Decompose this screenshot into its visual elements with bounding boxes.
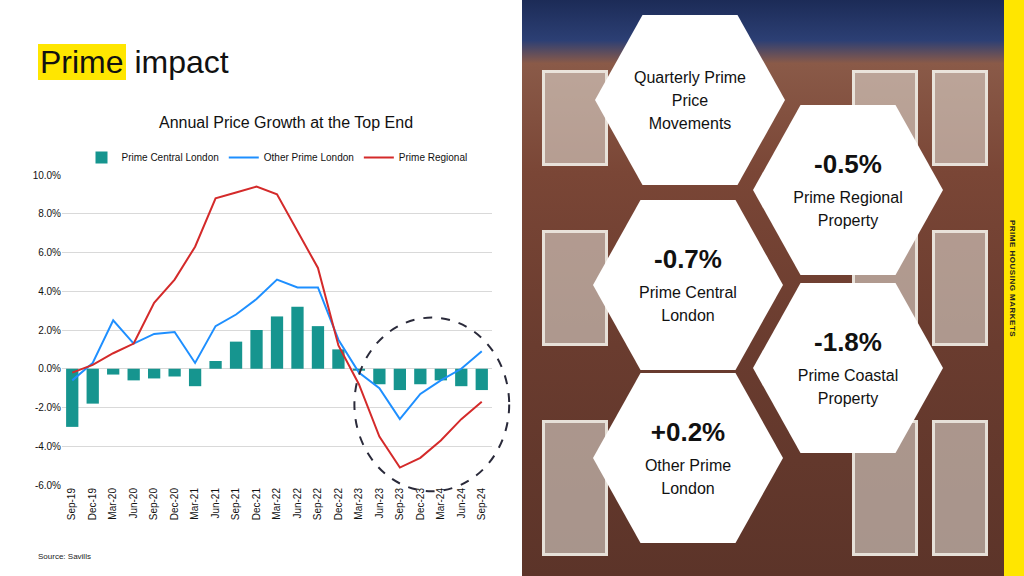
svg-text:-4.0%: -4.0% [35, 441, 61, 452]
svg-text:0.0%: 0.0% [38, 363, 61, 374]
svg-text:Dec-22: Dec-22 [333, 488, 344, 521]
html-text:-0.5%: -0.5% [814, 148, 882, 179]
svg-text:Jun-22: Jun-22 [292, 488, 303, 519]
svg-text:Mar-23: Mar-23 [353, 488, 364, 520]
html-text:-1.8%: -1.8% [814, 326, 882, 357]
svg-text:Sep-22: Sep-22 [312, 488, 323, 521]
html-text:Prime Coastal Property: Prime Coastal Property [797, 366, 899, 407]
svg-text:Dec-23: Dec-23 [415, 488, 426, 521]
svg-text:6.0%: 6.0% [38, 247, 61, 258]
svg-text:Dec-19: Dec-19 [87, 488, 98, 521]
svg-text:8.0%: 8.0% [38, 208, 61, 219]
svg-text:Jun-20: Jun-20 [128, 488, 139, 519]
svg-text:Sep-20: Sep-20 [148, 488, 159, 521]
svg-text:Mar-21: Mar-21 [189, 488, 200, 520]
svg-text:10.0%: 10.0% [33, 170, 61, 181]
html-text:PRIME HOUSING MARKETS: PRIME HOUSING MARKETS [1008, 220, 1017, 338]
svg-text:Mar-24: Mar-24 [435, 488, 446, 520]
html-text:Other Prime London: Other Prime London [644, 456, 732, 497]
svg-text:Mar-22: Mar-22 [271, 488, 282, 520]
svg-text:Annual Price Growth at the Top: Annual Price Growth at the Top End [159, 114, 413, 131]
html-text:-0.7%: -0.7% [654, 243, 722, 274]
html-text:Prime Regional Property: Prime Regional Property [793, 188, 903, 229]
svg-text:Prime Central London: Prime Central London [122, 152, 219, 163]
html-text:Prime Central London: Prime Central London [639, 283, 737, 324]
html-text:Quarterly Prime Price Movement: Quarterly Prime Price Movements [634, 68, 746, 132]
html-text:+0.2%: +0.2% [650, 416, 726, 447]
svg-text:Jun-23: Jun-23 [374, 488, 385, 519]
svg-text:Other Prime London: Other Prime London [264, 152, 354, 163]
svg-text:4.0%: 4.0% [38, 286, 61, 297]
svg-text:Sep-19: Sep-19 [66, 488, 77, 521]
svg-text:Dec-21: Dec-21 [251, 488, 262, 521]
svg-text:-6.0%: -6.0% [35, 480, 61, 491]
svg-text:Prime Regional: Prime Regional [399, 152, 467, 163]
html-text:Prime impact: Prime impact [40, 44, 229, 80]
svg-text:Jun-21: Jun-21 [210, 488, 221, 519]
html-text:Source: Savills: Source: Savills [38, 552, 91, 561]
svg-text:Sep-21: Sep-21 [230, 488, 241, 521]
svg-text:2.0%: 2.0% [38, 325, 61, 336]
svg-text:Sep-24: Sep-24 [476, 488, 487, 521]
svg-text:Mar-20: Mar-20 [107, 488, 118, 520]
svg-text:-2.0%: -2.0% [35, 402, 61, 413]
svg-text:Dec-20: Dec-20 [169, 488, 180, 521]
svg-text:Sep-23: Sep-23 [394, 488, 405, 521]
svg-text:Jun-24: Jun-24 [456, 488, 467, 519]
